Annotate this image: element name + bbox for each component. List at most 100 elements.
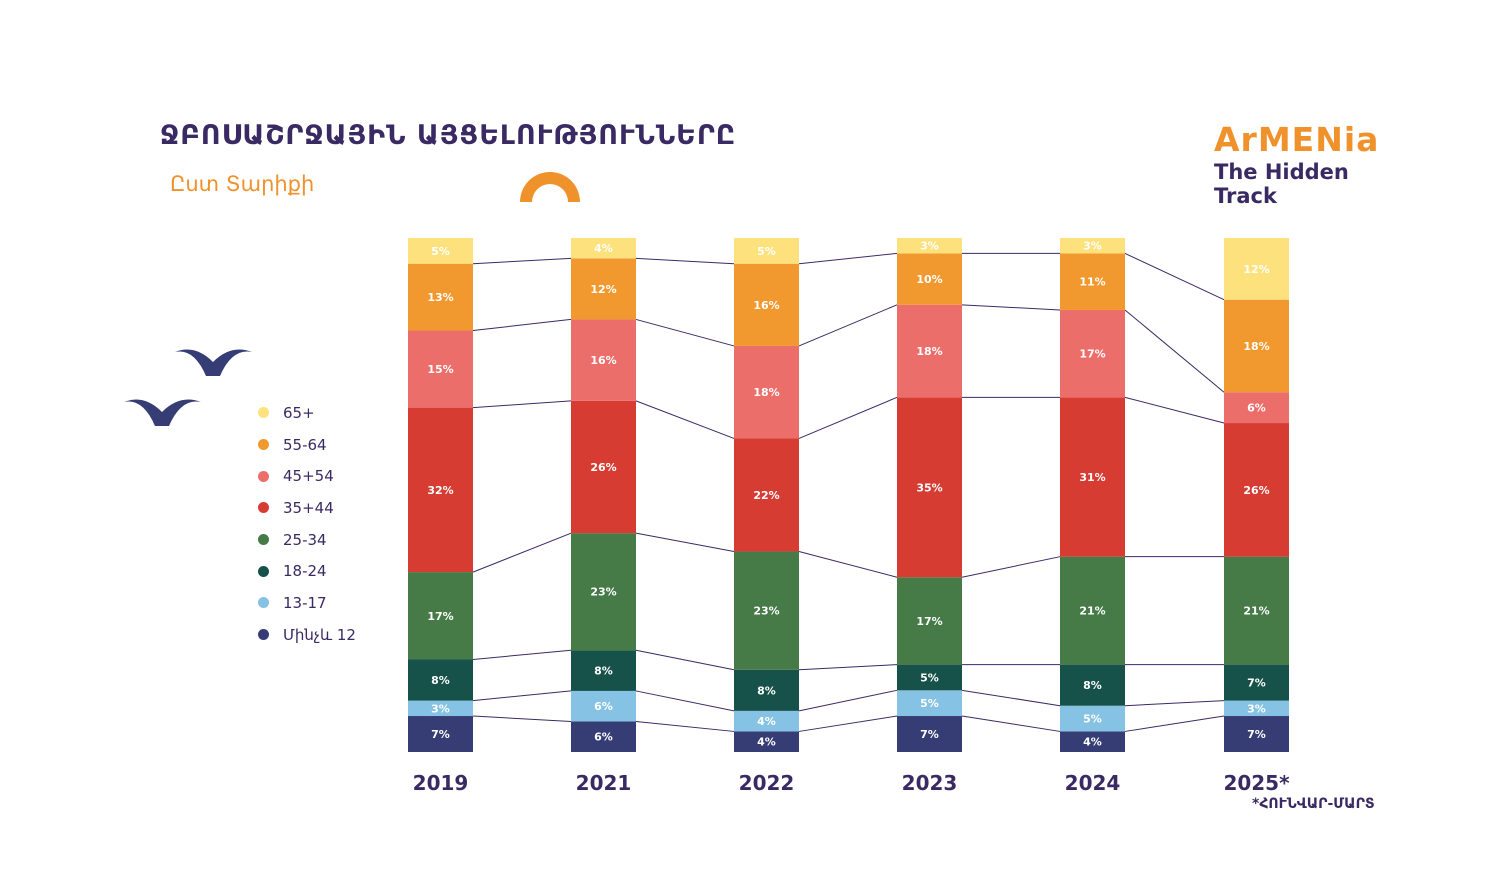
data-label: 13% [427, 291, 453, 304]
data-label: 4% [594, 242, 613, 255]
data-label: 7% [431, 728, 450, 741]
bar-segment [897, 577, 962, 665]
x-tick-label: 2023 [902, 771, 958, 795]
bar-segment [408, 407, 473, 573]
bar-segment [1060, 397, 1125, 557]
data-label: 8% [431, 674, 450, 687]
legend-label: 25-34 [283, 530, 327, 549]
footnote: *ՀՈՒՆՎԱՐ-ՄԱՐՏ [1252, 796, 1375, 812]
bar-segment [571, 533, 636, 651]
bar-segment [408, 659, 473, 701]
legend-swatch [258, 534, 269, 546]
connector-line [635, 532, 735, 553]
legend: 65+ 55-64 45+54 35+44 25-34 18-24 13-17 Մինչև 1… [258, 397, 356, 651]
legend-item: 35+44 [258, 492, 356, 524]
bar-segment [571, 650, 636, 691]
bird-icon [175, 349, 252, 376]
legend-swatch [258, 502, 269, 514]
connector-line [1124, 396, 1225, 424]
data-label: 10% [916, 273, 942, 286]
bar-segment [408, 572, 473, 660]
bar-segment [734, 710, 799, 732]
bar-segment [1224, 700, 1289, 717]
legend-item: 18-24 [258, 555, 356, 587]
legend-label: 55-64 [283, 435, 327, 454]
connector-line [1124, 309, 1225, 393]
data-label: 11% [1079, 276, 1105, 289]
data-label: 16% [753, 299, 779, 312]
connector-line [472, 400, 572, 409]
data-label: 3% [1247, 702, 1266, 715]
data-label: 3% [431, 702, 450, 715]
data-label: 4% [757, 736, 776, 749]
data-label: 16% [590, 354, 616, 367]
legend-swatch [258, 597, 269, 609]
legend-swatch [258, 565, 269, 577]
bar-segment [897, 253, 962, 305]
legend-item: 25-34 [258, 524, 356, 556]
connector-line [798, 304, 898, 347]
legend-item: Մինչև 12 [258, 619, 356, 651]
bar-segment [734, 345, 799, 439]
bar-segment [1224, 299, 1289, 393]
data-label: 7% [1247, 728, 1266, 741]
bar-segment [897, 397, 962, 578]
bar-segment [571, 319, 636, 401]
bar-segment [1060, 253, 1125, 310]
connector-line [798, 396, 898, 439]
connector-line [961, 689, 1061, 707]
bar-segment [897, 304, 962, 398]
legend-swatch [258, 629, 269, 641]
data-label: 26% [590, 461, 616, 474]
x-tick-label: 2021 [576, 771, 632, 795]
data-label: 18% [753, 386, 779, 399]
connector-line [961, 304, 1061, 311]
legend-item: 13-17 [258, 587, 356, 619]
connector-line [635, 690, 735, 712]
brand-logo: ArMENia The Hidden Track [1214, 120, 1454, 208]
bar-segment [1224, 238, 1289, 300]
x-tick-label: 2022 [739, 771, 795, 795]
x-tick-label: 2024 [1065, 771, 1121, 795]
data-label: 6% [594, 731, 613, 744]
legend-label: 18-24 [283, 562, 327, 581]
data-label: 7% [920, 728, 939, 741]
x-tick-label: 2025* [1223, 771, 1290, 795]
data-label: 7% [1247, 677, 1266, 690]
legend-item: 45+54 [258, 460, 356, 492]
arch-decoration [520, 172, 580, 202]
bar-segment [571, 238, 636, 259]
bar-segment [734, 669, 799, 711]
connector-line [798, 715, 898, 732]
legend-label: 45+54 [283, 467, 334, 486]
data-label: 4% [757, 715, 776, 728]
legend-label: 13-17 [283, 593, 327, 612]
connector-line [798, 664, 898, 671]
data-label: 5% [1083, 713, 1102, 726]
connector-line [798, 689, 898, 712]
bar-segment [408, 238, 473, 264]
data-label: 8% [1083, 679, 1102, 692]
connector-line [472, 690, 572, 702]
connector-line [472, 649, 572, 660]
data-label: 35% [916, 481, 942, 494]
data-label: 23% [753, 605, 779, 618]
legend-item: 65+ [258, 397, 356, 429]
brand-tagline-line1: The Hidden [1214, 160, 1349, 184]
data-label: 5% [431, 245, 450, 258]
connector-line [472, 257, 572, 265]
brand-tagline-line2: Track [1214, 184, 1277, 208]
data-label: 17% [916, 615, 942, 628]
data-label: 31% [1079, 471, 1105, 484]
bar-segment [408, 330, 473, 408]
bar-segment [1224, 716, 1289, 752]
data-label: 17% [1079, 348, 1105, 361]
bar-segment [571, 721, 636, 752]
legend-label: 35+44 [283, 498, 334, 517]
data-label: 8% [757, 684, 776, 697]
bar-segment [571, 400, 636, 534]
data-label: 23% [590, 586, 616, 599]
data-label: 18% [1243, 340, 1269, 353]
data-label: 22% [753, 489, 779, 502]
connector-line [798, 551, 898, 578]
